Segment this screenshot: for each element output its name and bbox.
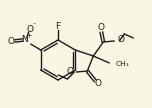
Text: O: O — [66, 68, 73, 76]
Text: CH₃: CH₃ — [115, 61, 129, 67]
Text: O: O — [98, 24, 105, 33]
Text: O: O — [7, 37, 14, 45]
Text: ⁻: ⁻ — [33, 22, 36, 28]
Text: O: O — [26, 25, 33, 33]
Text: N: N — [21, 36, 28, 44]
Text: +: + — [26, 33, 32, 39]
Text: O: O — [95, 79, 102, 88]
Text: O: O — [117, 36, 124, 44]
Text: F: F — [55, 22, 61, 31]
